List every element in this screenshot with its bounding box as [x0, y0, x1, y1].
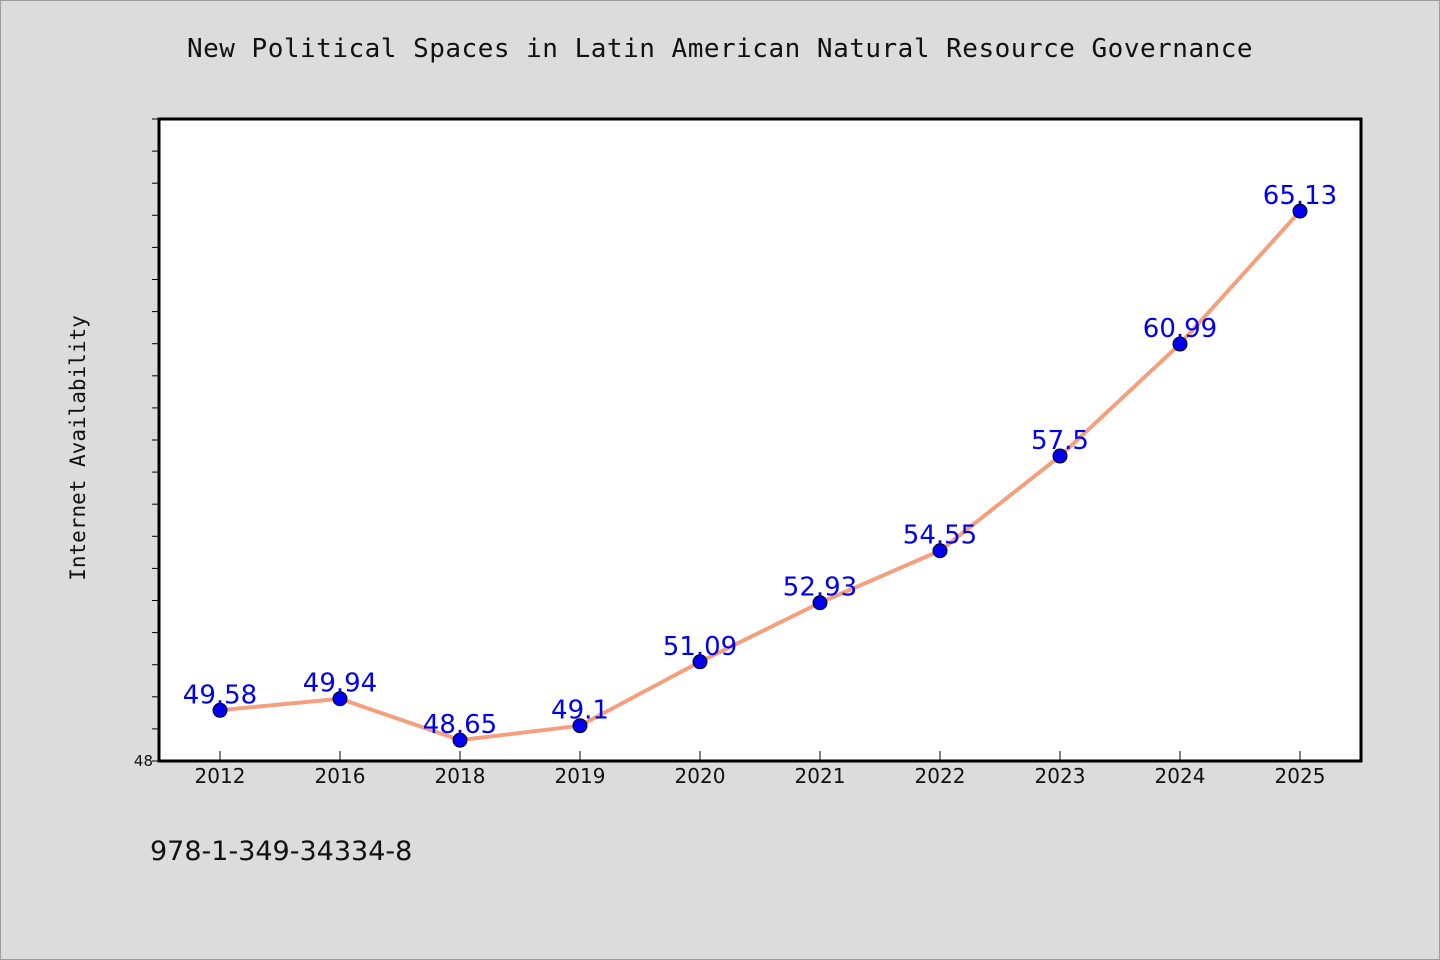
- data-point: [212, 702, 228, 718]
- data-label: 49.1: [551, 696, 609, 726]
- x-tick-label: 2023: [1035, 764, 1086, 788]
- footer-isbn: 978-1-349-34334-8: [150, 836, 413, 867]
- x-axis-ticks: 2012 2016 2018 2019 2020 2021 2022 2023 2024 2025: [195, 751, 1326, 788]
- data-label: 54.55: [903, 521, 977, 551]
- data-point: [572, 718, 588, 734]
- data-point: [1292, 203, 1308, 219]
- data-labels: 49.58 49.94 48.65 49.1 51.09 52.93 54.55 57.5 60…: [183, 181, 1337, 740]
- data-point: [932, 543, 948, 559]
- x-tick-label: 2024: [1155, 764, 1206, 788]
- data-label: 49.94: [303, 669, 377, 699]
- y-axis-ticks: 48: [134, 118, 159, 770]
- x-tick-label: 2020: [675, 764, 726, 788]
- series-line: [218, 209, 1302, 743]
- data-point: [1052, 448, 1068, 464]
- series-line-group: [218, 209, 1302, 743]
- x-tick-label: 2016: [315, 764, 366, 788]
- chart-title: New Political Spaces in Latin American N…: [186, 34, 1254, 64]
- data-point: [692, 654, 708, 670]
- x-tick-label: 2021: [795, 764, 846, 788]
- data-label: 57.5: [1031, 426, 1089, 456]
- y-tick-label: 48: [134, 752, 153, 770]
- data-label: 65.13: [1263, 181, 1337, 211]
- x-tick-label: 2025: [1275, 764, 1326, 788]
- data-label: 52.93: [783, 573, 857, 603]
- data-point: [452, 732, 468, 748]
- x-tick-label: 2018: [435, 764, 486, 788]
- data-point: [332, 691, 348, 707]
- series-markers: [212, 203, 1308, 748]
- data-label: 60.99: [1143, 314, 1217, 344]
- x-tick-label: 2019: [555, 764, 606, 788]
- x-tick-label: 2012: [195, 764, 246, 788]
- data-point: [812, 595, 828, 611]
- data-label: 49.58: [183, 680, 257, 710]
- data-label: 48.65: [423, 710, 497, 740]
- data-label: 51.09: [663, 632, 737, 662]
- x-tick-label: 2022: [915, 764, 966, 788]
- plot-area: [157, 117, 1363, 763]
- data-point: [1172, 336, 1188, 352]
